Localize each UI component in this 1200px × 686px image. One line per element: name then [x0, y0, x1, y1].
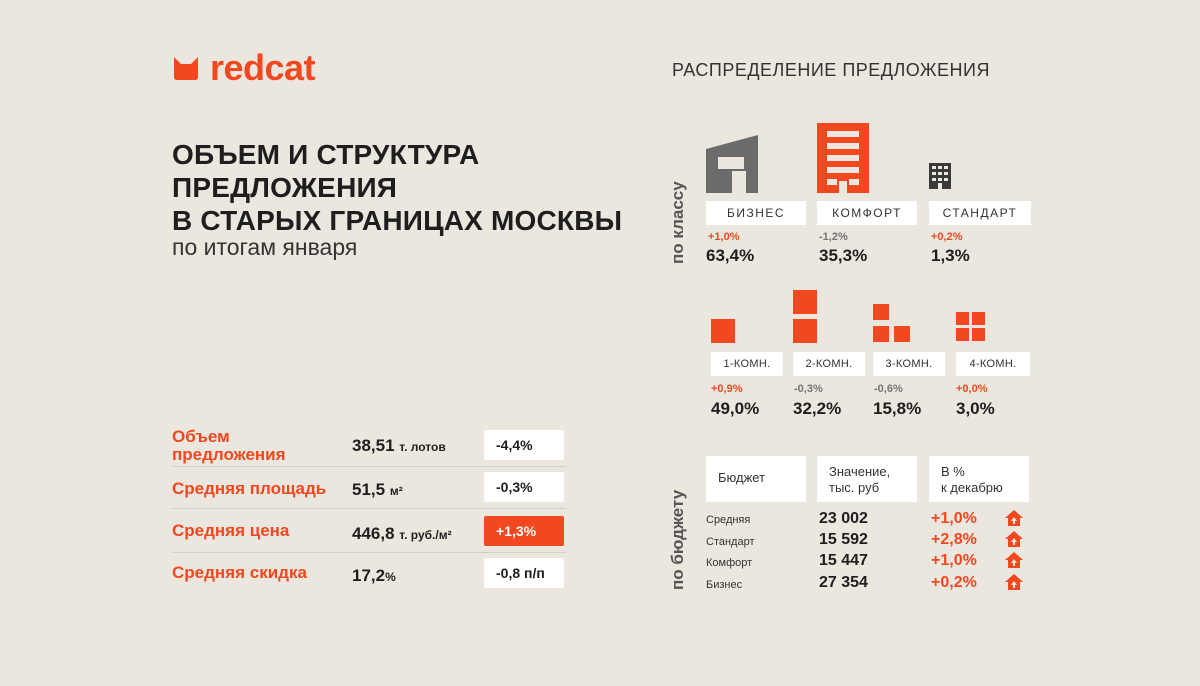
class-share: 1,3% — [931, 246, 970, 265]
house-up-icon — [1005, 552, 1023, 568]
metric-value: 38,51 т. лотов — [352, 436, 446, 456]
budget-header-pct: В % к декабрю — [929, 456, 1029, 502]
divider — [172, 508, 566, 509]
metric-label: Средняя цена — [172, 521, 290, 540]
budget-header-value: Значение, тыс. руб — [817, 456, 917, 502]
metric-unit: % — [385, 570, 396, 584]
section-title: РАСПРЕДЕЛЕНИЕ ПРЕДЛОЖЕНИЯ — [672, 60, 990, 80]
class-delta: +1,0% — [708, 231, 740, 243]
class-label-business: БИЗНЕС — [706, 201, 806, 225]
class-label-standard: СТАНДАРТ — [929, 201, 1031, 225]
cat-logo-icon — [174, 57, 198, 80]
budget-row-value: 27 354 — [819, 574, 868, 591]
business-building-icon — [706, 135, 758, 193]
room-label-3: 3-КОМН. — [873, 352, 945, 376]
room-label-2: 2-КОМН. — [793, 352, 865, 376]
budget-header-name: Бюджет — [706, 456, 806, 502]
metric-number: 17,2 — [352, 566, 386, 585]
class-delta: -1,2% — [819, 231, 848, 243]
metric-label-line: предложения — [172, 445, 286, 464]
metric-number: 38,51 — [352, 436, 395, 455]
metric-volume: Объем предложения 38,51 т. лотов -4,4% — [172, 428, 566, 468]
house-up-icon — [1005, 510, 1023, 526]
header-line: к декабрю — [941, 480, 1003, 495]
metric-value: 17,2% — [352, 566, 396, 586]
comfort-building-icon — [817, 123, 869, 193]
budget-row-value: 23 002 — [819, 510, 868, 527]
class-share: 35,3% — [819, 246, 868, 265]
room-delta: -0,6% — [874, 383, 903, 395]
page-subtitle: по итогам января — [172, 234, 358, 260]
metric-label: Средняя площадь — [172, 479, 327, 498]
header-line: В % — [941, 464, 965, 479]
metric-change-badge: +1,3% — [484, 516, 564, 546]
metric-label-line: Объем — [172, 427, 230, 446]
room-share: 3,0% — [956, 399, 995, 418]
divider — [172, 466, 566, 467]
metric-change-badge: -4,4% — [484, 430, 564, 460]
budget-row-name: Бизнес — [706, 579, 743, 591]
metric-discount: Средняя скидка 17,2% -0,8 п/п — [172, 558, 566, 598]
by-budget-label: по бюджету — [668, 489, 687, 590]
title-line: ПРЕДЛОЖЕНИЯ — [172, 172, 398, 203]
budget-row-pct: +2,8% — [931, 531, 977, 548]
budget-row-pct: +0,2% — [931, 574, 977, 591]
budget-row-pct: +1,0% — [931, 510, 977, 527]
divider — [172, 552, 566, 553]
house-up-icon — [1005, 531, 1023, 547]
title-line: ОБЪЕМ И СТРУКТУРА — [172, 139, 480, 170]
logo: redcat — [172, 47, 316, 88]
room-delta: -0,3% — [794, 383, 823, 395]
metric-price: Средняя цена 446,8 т. руб./м² +1,3% — [172, 516, 566, 556]
metric-number: 51,5 — [352, 480, 386, 499]
metric-unit: т. руб./м² — [399, 528, 452, 542]
budget-row-name: Комфорт — [706, 557, 753, 569]
metric-change-badge: -0,8 п/п — [484, 558, 564, 588]
class-delta: +0,2% — [931, 231, 963, 243]
header-line: Значение, — [829, 464, 891, 479]
house-up-icon — [1005, 574, 1023, 590]
metric-value: 51,5 м² — [352, 480, 403, 500]
budget-row-value: 15 447 — [819, 552, 868, 569]
metric-value: 446,8 т. руб./м² — [352, 524, 452, 544]
room-delta: +0,9% — [711, 383, 743, 395]
metric-label: Объем предложения — [172, 428, 286, 464]
class-label-comfort: КОМФОРТ — [817, 201, 917, 225]
by-class-label: по классу — [668, 181, 687, 264]
metric-label: Средняя скидка — [172, 563, 307, 582]
metric-area: Средняя площадь 51,5 м² -0,3% — [172, 472, 566, 512]
metric-unit: м² — [389, 484, 403, 498]
room-share: 32,2% — [793, 399, 842, 418]
title-line: В СТАРЫХ ГРАНИЦАХ МОСКВЫ — [172, 205, 623, 236]
room-label-1: 1-КОМН. — [711, 352, 783, 376]
standard-building-icon — [929, 163, 951, 189]
page-title: ОБЪЕМ И СТРУКТУРА ПРЕДЛОЖЕНИЯ В СТАРЫХ Г… — [172, 138, 622, 237]
metric-number: 446,8 — [352, 524, 395, 543]
room-share: 49,0% — [711, 399, 760, 418]
budget-row-name: Средняя — [706, 514, 751, 526]
metric-change-badge: -0,3% — [484, 472, 564, 502]
room-share: 15,8% — [873, 399, 922, 418]
room-label-4: 4-КОМН. — [956, 352, 1030, 376]
budget-row-value: 15 592 — [819, 531, 868, 548]
brand-name: redcat — [210, 47, 316, 88]
metric-unit: т. лотов — [399, 440, 446, 454]
room-delta: +0,0% — [956, 383, 988, 395]
budget-row-name: Стандарт — [706, 536, 755, 548]
header-line: тыс. руб — [829, 480, 880, 495]
budget-row-pct: +1,0% — [931, 552, 977, 569]
class-share: 63,4% — [706, 246, 755, 265]
